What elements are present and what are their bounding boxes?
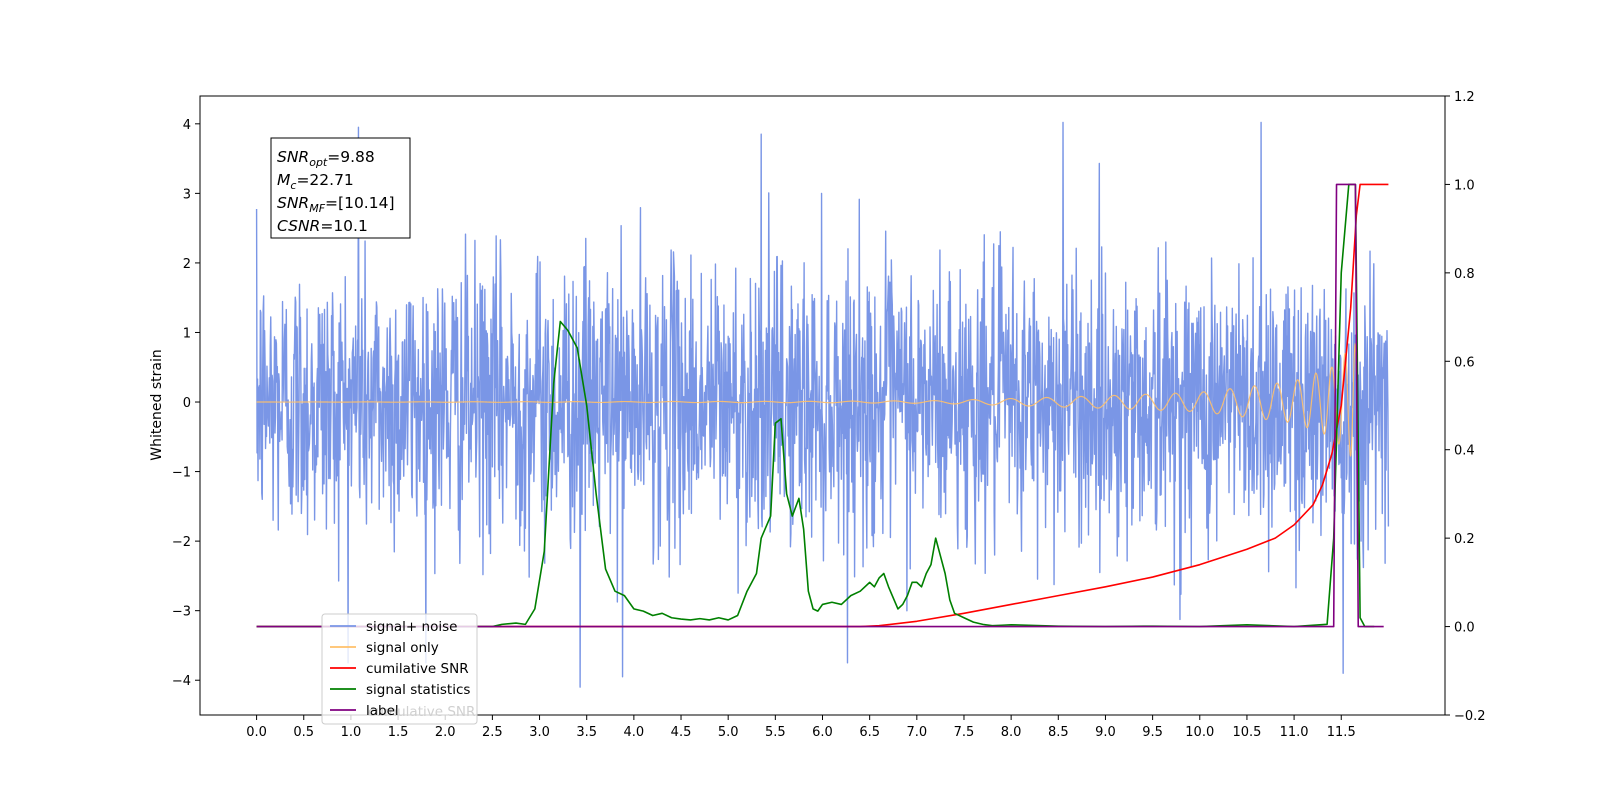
y-axis-left: −4 −3 −2 −1 0 1 2 3 4 [172,118,200,689]
annotation-box-frame [270,137,411,239]
x-tick-label: 5.0 [718,725,739,740]
x-tick-label: 3.0 [529,725,550,740]
annotation-line: SNRMF=[10.14] [277,194,395,215]
series-signal-statistics [256,183,1375,628]
x-axis: 0.0 0.5 1.0 1.5 2.0 2.5 3.0 3.5 4.0 4.5 5.0 5.5 6.0 6… [246,715,1356,740]
series-signal-noise [255,121,1390,688]
x-tick-label: 10.0 [1185,725,1214,740]
y2-tick-label: −0.2 [1454,709,1486,724]
series-signal-only [256,342,1358,457]
x-tick-label: 11.5 [1327,725,1356,740]
y-tick-label: 4 [183,118,191,133]
x-tick-label: 4.5 [671,725,692,740]
annotation-symbol: M [277,171,290,189]
x-tick-label: 9.0 [1095,725,1116,740]
y-tick-label: −2 [172,535,191,550]
x-tick-label: 6.0 [812,725,833,740]
series-label [256,183,1384,628]
y-tick-label: −1 [172,466,191,481]
x-tick-label: 0.5 [293,725,314,740]
y-axis-right: −0.2 0.0 0.2 0.4 0.6 0.8 1.0 1.2 [1445,90,1486,724]
y-tick-label: 2 [183,257,191,272]
y-tick-label: 3 [183,187,191,202]
legend-label: label [366,703,399,719]
x-tick-label: 4.0 [624,725,645,740]
annotation-line: Mc=22.71 [277,171,354,192]
x-tick-label: 3.5 [576,725,597,740]
legend-frame [321,613,478,725]
x-tick-label: 6.5 [859,725,880,740]
annotation-line: CSNR=10.1 [277,217,368,235]
y2-tick-label: 0.8 [1454,267,1475,282]
series-layer [255,121,1390,688]
annotation-value: =[10.14] [325,194,394,212]
series-cumilative-snr [256,183,1389,628]
annotation-subscript: opt [309,156,328,169]
annotation-value: =10.1 [320,217,368,235]
x-tick-label: 1.0 [341,725,362,740]
legend-label: signal only [366,640,439,656]
x-tick-label: 10.5 [1232,725,1261,740]
y-axis-label: Whitened strain [149,349,165,460]
y2-tick-label: 1.0 [1454,178,1475,193]
y2-tick-label: 1.2 [1454,90,1475,105]
y-tick-label: 1 [183,326,191,341]
annotation-subscript: MF [309,202,325,215]
y2-tick-label: 0.0 [1454,621,1475,636]
y2-tick-label: 0.2 [1454,532,1475,547]
x-tick-label: 2.5 [482,725,503,740]
x-tick-label: 5.5 [765,725,786,740]
y-tick-label: 0 [183,396,191,411]
x-tick-label: 11.0 [1280,725,1309,740]
x-tick-label: 0.0 [246,725,267,740]
x-tick-label: 2.0 [435,725,456,740]
legend-label: signal statistics [366,682,470,698]
legend: cumulative SNR signal+ noise signal only cu… [321,613,478,725]
y-tick-label: −3 [172,605,191,620]
x-tick-label: 1.5 [388,725,409,740]
stats-annotation-box: SNRopt=9.88Mc=22.71SNRMF=[10.14]CSNR=10.… [270,137,411,239]
y-tick-label: −4 [172,674,191,689]
y2-tick-label: 0.4 [1454,444,1475,459]
x-tick-label: 9.5 [1142,725,1163,740]
x-tick-label: 8.0 [1001,725,1022,740]
annotation-subscript: c [290,179,296,192]
x-tick-label: 8.5 [1048,725,1069,740]
annotation-symbol: CSNR [277,217,320,235]
x-tick-label: 7.0 [906,725,927,740]
legend-label: signal+ noise [366,619,457,635]
annotation-value: =9.88 [327,148,375,166]
annotation-symbol: SNR [277,148,309,166]
annotation-value: =22.71 [296,171,353,189]
legend-label: cumilative SNR [366,661,469,677]
annotation-line: SNRopt=9.88 [277,148,375,169]
y2-tick-label: 0.6 [1454,355,1475,370]
legend-hidden-text: cumulative SNR [368,704,475,720]
annotation-symbol: SNR [277,194,309,212]
x-tick-label: 7.5 [954,725,975,740]
